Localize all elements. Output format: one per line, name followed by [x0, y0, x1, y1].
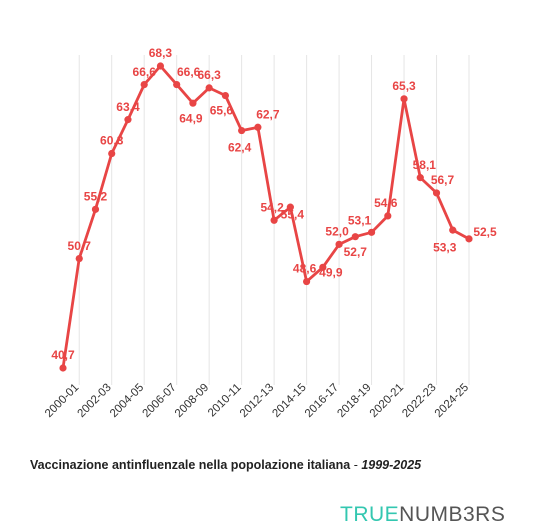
data-label: 50,7: [68, 239, 92, 253]
data-label: 63,4: [116, 100, 140, 114]
data-point: [75, 254, 83, 263]
x-tick-label: 2002-03: [76, 382, 114, 420]
data-label: 62,4: [228, 141, 252, 155]
data-label: 54,2: [260, 200, 284, 214]
x-tick-label: 2000-01: [43, 382, 81, 420]
data-label: 55,4: [281, 207, 305, 221]
x-tick-label: 2008-09: [173, 382, 211, 420]
data-label: 52,7: [344, 245, 368, 259]
data-label: 52,0: [325, 225, 349, 239]
data-label: 40,7: [51, 348, 75, 362]
data-label: 54,6: [374, 196, 398, 210]
data-point: [449, 226, 457, 234]
chart-title: Vaccinazione antinfluenzale nella popola…: [30, 458, 351, 472]
data-point: [59, 364, 67, 372]
data-label: 65,6: [210, 104, 234, 118]
data-point: [367, 228, 376, 236]
data-point: [108, 149, 116, 158]
x-tick-label: 2010-11: [206, 382, 244, 420]
line-chart: 40,7 50,7 55,2 60,3 63,4 66,6 68,3 66,6 64,9 66,3…: [43, 46, 497, 420]
data-label: 62,7: [256, 107, 280, 121]
data-point: [189, 99, 197, 107]
data-point: [124, 116, 132, 124]
data-point: [465, 235, 473, 243]
x-tick-label: 2022-23: [400, 382, 438, 420]
data-label: 49,9: [319, 266, 343, 280]
data-point: [205, 84, 213, 92]
data-point: [270, 216, 278, 224]
chart-subtitle: 1999-2025: [361, 458, 422, 472]
data-point: [221, 91, 229, 100]
data-point: [140, 81, 148, 89]
data-point: [400, 95, 408, 103]
data-label: 53,3: [433, 240, 457, 254]
data-label: 64,9: [179, 111, 203, 125]
data-point: [238, 126, 246, 135]
data-point: [335, 240, 343, 248]
data-point: [173, 81, 181, 89]
brand-logo: TRUENUMB3RS: [340, 503, 505, 527]
data-point: [416, 174, 424, 182]
data-label: 58,1: [413, 158, 437, 172]
data-label: 52,5: [473, 225, 497, 239]
data-point: [351, 233, 359, 241]
brand-logo-part2: NUMB3RS: [399, 503, 506, 526]
x-tick-label: 2016-17: [303, 382, 341, 420]
data-point: [91, 205, 100, 213]
x-tick-label: 2004-05: [108, 382, 146, 420]
data-point: [432, 189, 441, 197]
brand-logo-part1: TRUE: [340, 503, 400, 526]
data-label: 48,6: [293, 262, 317, 276]
x-tick-label: 2020-21: [368, 382, 406, 420]
data-label: 66,6: [177, 65, 201, 79]
data-label: 65,3: [392, 79, 416, 93]
data-point: [303, 277, 311, 286]
data-label: 66,3: [197, 68, 221, 82]
data-point: [384, 212, 392, 220]
data-point: [319, 263, 327, 271]
x-tick-label: 2024-25: [433, 382, 471, 420]
chart-caption: Vaccinazione antinfluenzale nella popola…: [30, 458, 422, 472]
x-tick-label: 2006-07: [140, 382, 178, 420]
data-label: 68,3: [149, 46, 173, 60]
data-label: 66,6: [133, 65, 157, 79]
data-label: 55,2: [84, 190, 108, 204]
x-tick-label: 2012-13: [238, 382, 276, 420]
data-label: 56,7: [431, 173, 455, 187]
data-label: 60,3: [100, 134, 124, 148]
x-tick-label: 2014-15: [270, 382, 308, 420]
data-point: [286, 203, 294, 211]
data-label: 53,1: [348, 213, 372, 227]
data-point: [156, 62, 165, 70]
x-tick-label: 2018-19: [335, 382, 373, 420]
series-line: [61, 64, 470, 369]
data-point: [254, 123, 262, 131]
